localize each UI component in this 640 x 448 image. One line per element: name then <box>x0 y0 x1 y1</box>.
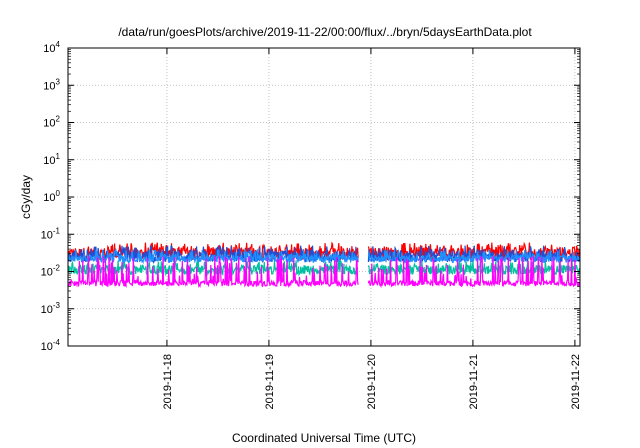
x-tick-label: 2019-11-20 <box>366 354 378 409</box>
chart-title: /data/run/goesPlots/archive/2019-11-22/0… <box>118 25 532 39</box>
y-tick-label: 10-4 <box>41 338 61 353</box>
y-tick-label: 100 <box>43 189 60 204</box>
y-tick-label: 102 <box>43 115 60 130</box>
y-tick-label: 101 <box>43 152 60 167</box>
series-group <box>67 241 581 289</box>
y-tick-label: 10-3 <box>41 301 61 316</box>
y-tick-label: 103 <box>43 77 60 92</box>
series-line <box>367 255 581 289</box>
y-tick-label: 10-2 <box>41 264 61 279</box>
x-tick-label: 2019-11-21 <box>468 354 480 409</box>
y-axis-label: cGy/day <box>19 175 33 219</box>
series-line <box>367 248 581 264</box>
series-line <box>67 248 359 265</box>
x-axis-label: Coordinated Universal Time (UTC) <box>232 431 416 445</box>
x-axis-ticks: 2019-11-18 2019-11-19 2019-11-20 2019-11-21… <box>162 48 582 409</box>
y-tick-label: 104 <box>43 40 60 55</box>
series-line <box>67 256 359 289</box>
x-tick-label: 2019-11-22 <box>570 354 582 409</box>
x-tick-label: 2019-11-19 <box>264 354 276 409</box>
grid-lines <box>68 48 580 346</box>
y-tick-label: 10-1 <box>41 226 61 241</box>
y-axis-ticks: 10-4 10-3 10-2 10-1 100 101 102 103 104 <box>41 40 580 353</box>
x-tick-label: 2019-11-18 <box>162 354 174 409</box>
series-line <box>367 260 581 276</box>
